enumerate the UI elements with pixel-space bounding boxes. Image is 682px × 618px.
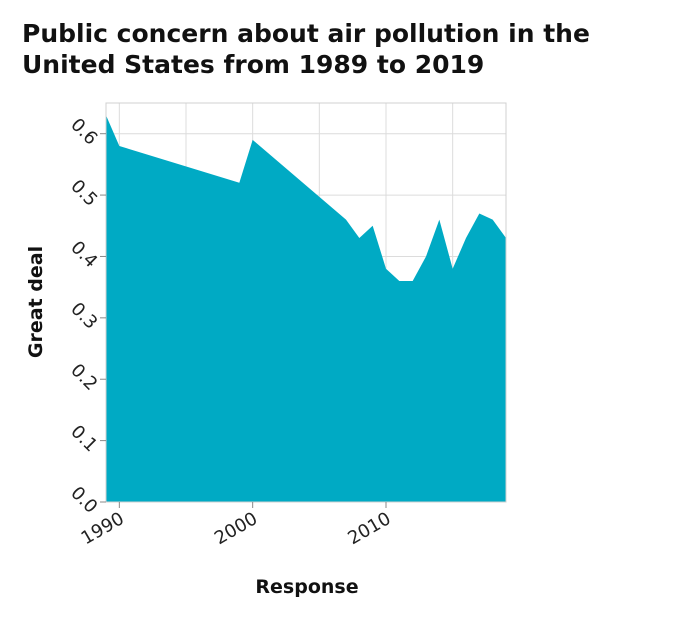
chart-title: Public concern about air pollution in th… <box>22 19 590 79</box>
y-tick-label: 0.2 <box>66 360 101 395</box>
y-axis-title: Great deal <box>25 246 47 358</box>
x-axis-title: Response <box>255 576 358 598</box>
x-axis: 1990 2000 2010 <box>78 502 395 549</box>
x-tick-label: 2010 <box>344 508 394 549</box>
area-series <box>106 115 506 503</box>
y-tick-label: 0.3 <box>66 298 101 333</box>
x-tick-label: 2000 <box>211 508 261 549</box>
y-tick-label: 0.1 <box>66 421 101 456</box>
y-tick-label: 0.4 <box>66 237 101 272</box>
plot-border <box>105 102 507 503</box>
y-tick-label: 0.6 <box>66 114 101 149</box>
y-axis: 0.0 0.1 0.2 0.3 0.4 0.5 0.6 <box>66 114 106 518</box>
y-tick-label: 0.5 <box>66 176 101 211</box>
plot-frame <box>105 102 507 503</box>
y-tick-label: 0.0 <box>66 483 101 518</box>
